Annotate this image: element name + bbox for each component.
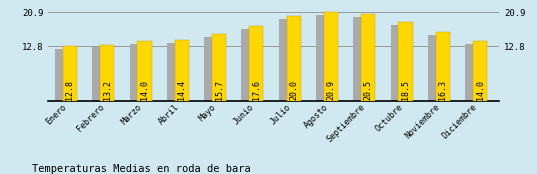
Bar <box>353 17 366 101</box>
Bar <box>249 26 264 101</box>
Text: 14.0: 14.0 <box>140 80 149 100</box>
Bar <box>63 46 77 101</box>
Bar <box>279 19 292 101</box>
Text: Temperaturas Medias en roda de bara: Temperaturas Medias en roda de bara <box>32 164 251 174</box>
Text: 13.2: 13.2 <box>103 80 112 100</box>
Text: 12.8: 12.8 <box>66 80 75 100</box>
Bar <box>55 49 68 101</box>
Text: 20.0: 20.0 <box>289 80 298 100</box>
Bar <box>212 34 226 101</box>
Text: 20.5: 20.5 <box>364 80 373 100</box>
Bar <box>436 32 450 101</box>
Text: 14.4: 14.4 <box>177 80 186 100</box>
Text: 17.6: 17.6 <box>252 80 261 100</box>
Bar <box>398 22 412 101</box>
Text: 14.0: 14.0 <box>476 80 484 100</box>
Bar <box>465 44 478 101</box>
Bar <box>361 14 375 101</box>
Bar <box>473 41 487 101</box>
Bar <box>92 47 105 101</box>
Text: 16.3: 16.3 <box>438 80 447 100</box>
Bar <box>390 25 403 101</box>
Bar <box>242 29 254 101</box>
Bar <box>204 37 217 101</box>
Text: 15.7: 15.7 <box>215 80 223 100</box>
Text: 20.9: 20.9 <box>326 80 336 100</box>
Bar <box>316 15 329 101</box>
Bar <box>129 44 142 101</box>
Bar <box>324 12 338 101</box>
Text: 18.5: 18.5 <box>401 80 410 100</box>
Bar <box>175 40 189 101</box>
Bar <box>287 16 301 101</box>
Bar <box>100 45 114 101</box>
Bar <box>428 35 441 101</box>
Bar <box>167 43 180 101</box>
Bar <box>137 41 151 101</box>
